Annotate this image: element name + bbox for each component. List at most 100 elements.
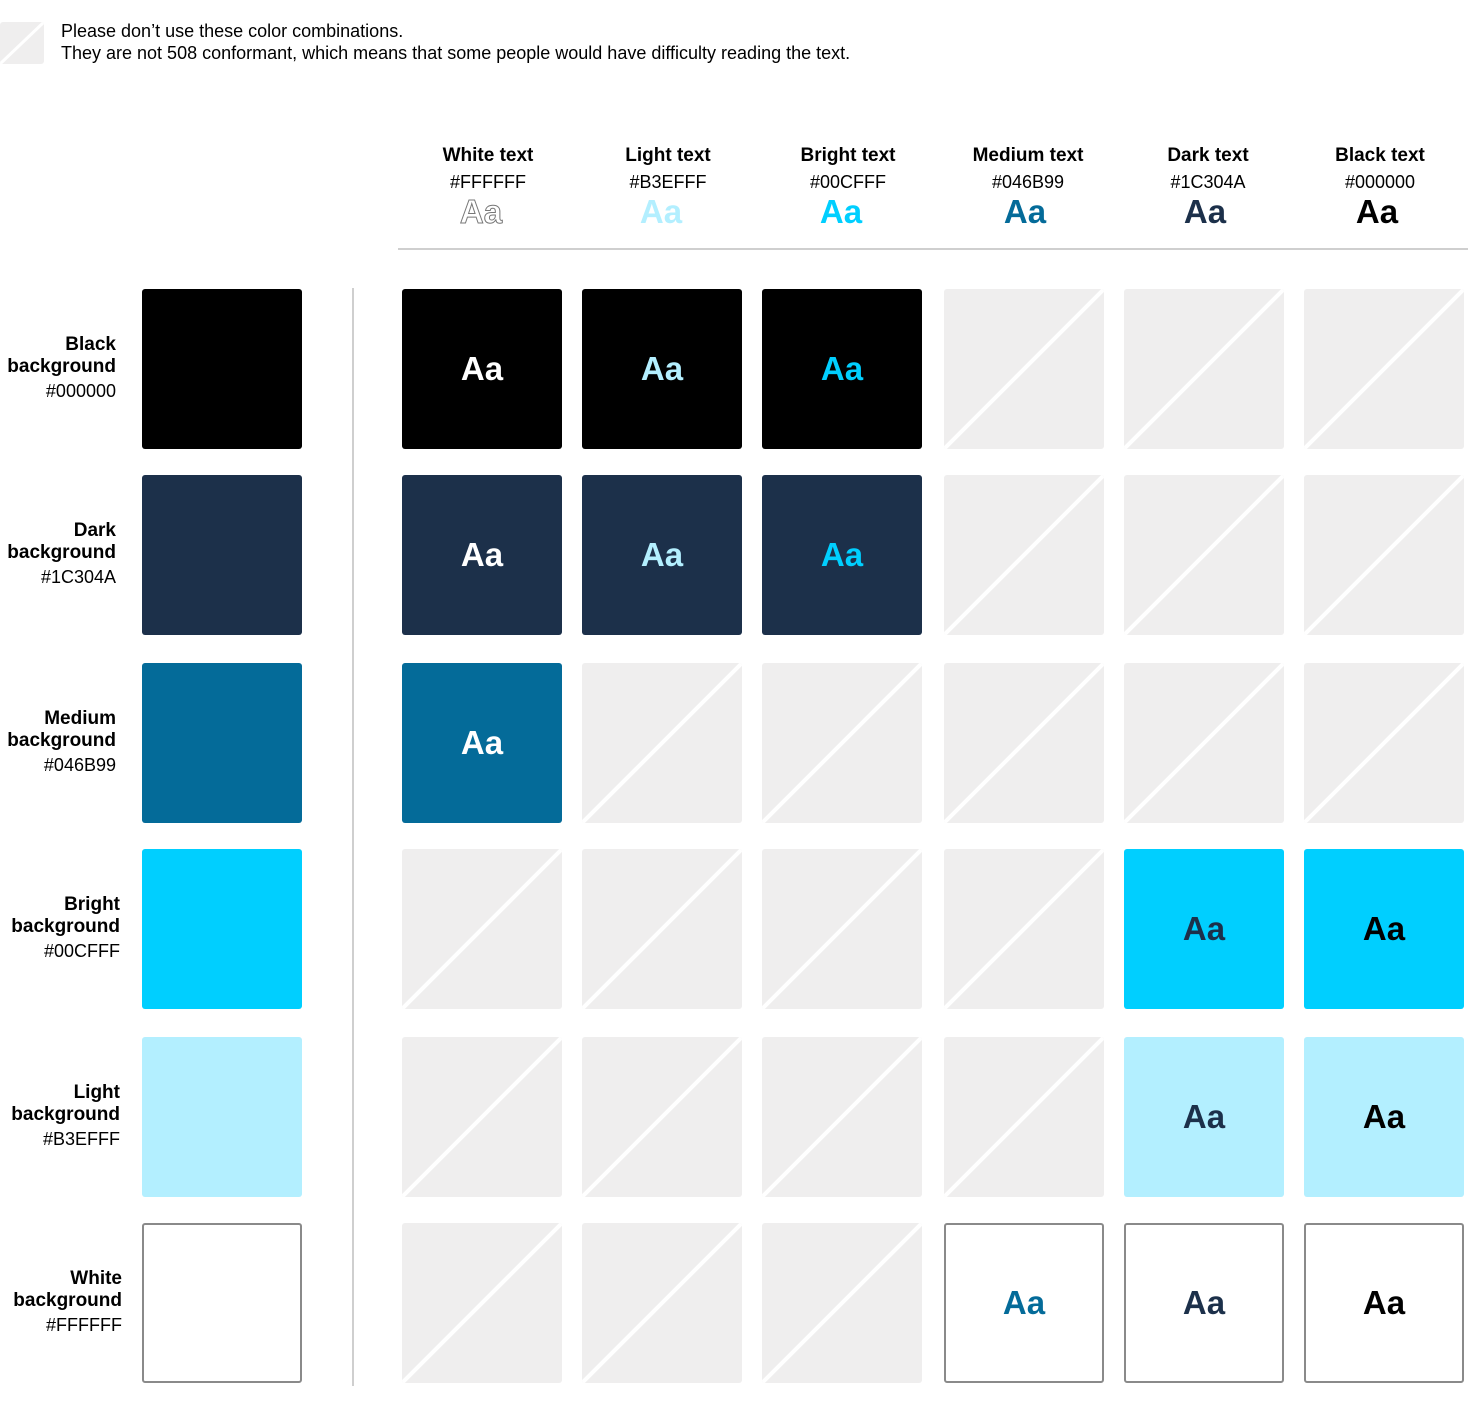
column-sample: Aa — [1355, 193, 1399, 230]
blocked-slash-icon — [582, 1037, 742, 1197]
row-hex: #FFFFFF — [46, 1315, 122, 1335]
header-divider — [398, 248, 1468, 250]
column-hex: #00CFFF — [809, 172, 887, 192]
blocked-cell — [582, 849, 742, 1009]
row-name-line-2: background — [11, 916, 120, 937]
blocked-cell — [1304, 289, 1464, 449]
blocked-slash-icon — [944, 1037, 1104, 1197]
sample-cell: Aa — [1304, 1223, 1464, 1383]
blocked-slash-icon — [1304, 475, 1464, 635]
row-name-line-2: background — [11, 1104, 120, 1125]
sample-text: Aa — [460, 724, 504, 761]
column-header: Dark text #1C304A Aa — [1118, 143, 1298, 231]
blocked-slash-icon — [944, 289, 1104, 449]
sample-cell: Aa — [1304, 849, 1464, 1009]
column-header: Bright text #00CFFF Aa — [758, 143, 938, 231]
column-header: Medium text #046B99 Aa — [938, 143, 1118, 231]
row-hex: #00CFFF — [43, 941, 120, 961]
sample-cell: Aa — [1124, 849, 1284, 1009]
row-name-line-1: Bright — [64, 894, 120, 915]
column-name: White text — [442, 145, 534, 166]
blocked-slash-icon — [762, 1223, 922, 1383]
blocked-cell — [762, 849, 922, 1009]
background-swatch — [142, 475, 302, 635]
row-label: Medium background #046B99 — [0, 708, 116, 778]
blocked-cell — [582, 663, 742, 823]
blocked-cell — [944, 663, 1104, 823]
row-name-line-1: Dark — [73, 520, 116, 541]
sample-text: Aa — [1362, 1284, 1406, 1321]
blocked-cell — [582, 1037, 742, 1197]
sample-cell: Aa — [944, 1223, 1104, 1383]
legend-line-2: They are not 508 conformant, which means… — [61, 43, 851, 63]
blocked-cell — [944, 849, 1104, 1009]
background-swatch — [142, 289, 302, 449]
column-name: Medium text — [972, 145, 1084, 166]
blocked-slash-icon — [1304, 663, 1464, 823]
blocked-slash-icon — [1124, 289, 1284, 449]
sample-cell: Aa — [582, 475, 742, 635]
sample-cell: Aa — [582, 289, 742, 449]
blocked-cell — [582, 1223, 742, 1383]
column-name: Bright text — [800, 145, 896, 166]
column-hex: #1C304A — [1170, 172, 1246, 192]
column-name: Black text — [1335, 145, 1425, 166]
row-label: Bright background #00CFFF — [0, 894, 120, 964]
legend: Please don’t use these color combination… — [0, 18, 1000, 64]
legend-text: Please don’t use these color combination… — [61, 20, 850, 64]
legend-line-1: Please don’t use these color combination… — [61, 21, 404, 41]
column-hex: #000000 — [1344, 172, 1416, 192]
row-name-line-2: background — [7, 542, 116, 563]
blocked-slash-icon — [1124, 663, 1284, 823]
blocked-slash-icon — [944, 475, 1104, 635]
sample-text: Aa — [1182, 1284, 1226, 1321]
column-header: Light text #B3EFFF Aa — [578, 143, 758, 231]
sample-text: Aa — [1362, 910, 1406, 947]
row-hex: #1C304A — [40, 567, 116, 587]
blocked-cell — [762, 1223, 922, 1383]
row-label: Light background #B3EFFF — [0, 1082, 120, 1152]
column-header: Black text #000000 Aa — [1290, 143, 1470, 231]
sample-cell: Aa — [1304, 1037, 1464, 1197]
column-hex: #FFFFFF — [450, 172, 526, 192]
sample-cell: Aa — [402, 475, 562, 635]
blocked-slash-icon — [944, 663, 1104, 823]
blocked-cell — [1304, 475, 1464, 635]
blocked-slash-icon — [402, 849, 562, 1009]
sample-text: Aa — [1182, 910, 1226, 947]
background-swatch — [142, 663, 302, 823]
blocked-slash-icon — [762, 663, 922, 823]
blocked-cell — [402, 1223, 562, 1383]
row-label: White background #FFFFFF — [0, 1268, 122, 1338]
blocked-cell — [1124, 663, 1284, 823]
sample-text: Aa — [460, 350, 504, 387]
sample-text: Aa — [640, 350, 684, 387]
column-sample: Aa — [1183, 193, 1227, 230]
sample-text: Aa — [1182, 1098, 1226, 1135]
sample-text: Aa — [460, 536, 504, 573]
row-name-line-1: Medium — [44, 708, 116, 729]
row-hex: #046B99 — [43, 755, 116, 775]
sample-cell: Aa — [1124, 1037, 1284, 1197]
column-header: White text #FFFFFF Aa — [398, 143, 578, 231]
column-name: Light text — [625, 145, 711, 166]
row-name-line-2: background — [7, 356, 116, 377]
row-hex: #B3EFFF — [42, 1129, 120, 1149]
row-name-line-2: background — [13, 1290, 122, 1311]
blocked-cell — [762, 1037, 922, 1197]
column-sample: Aa — [459, 193, 503, 231]
sample-cell: Aa — [402, 663, 562, 823]
sample-text: Aa — [1002, 1284, 1046, 1321]
blocked-slash-icon — [762, 1037, 922, 1197]
blocked-cell — [944, 1037, 1104, 1197]
background-swatch — [142, 1037, 302, 1197]
blocked-swatch-icon — [0, 22, 44, 64]
row-hex: #000000 — [45, 381, 116, 401]
row-name-line-1: Black — [65, 334, 116, 355]
blocked-slash-icon — [762, 849, 922, 1009]
swatch-divider — [352, 288, 354, 1386]
blocked-slash-icon — [582, 1223, 742, 1383]
blocked-slash-icon — [402, 1037, 562, 1197]
sample-cell: Aa — [402, 289, 562, 449]
blocked-slash-icon — [1124, 475, 1284, 635]
